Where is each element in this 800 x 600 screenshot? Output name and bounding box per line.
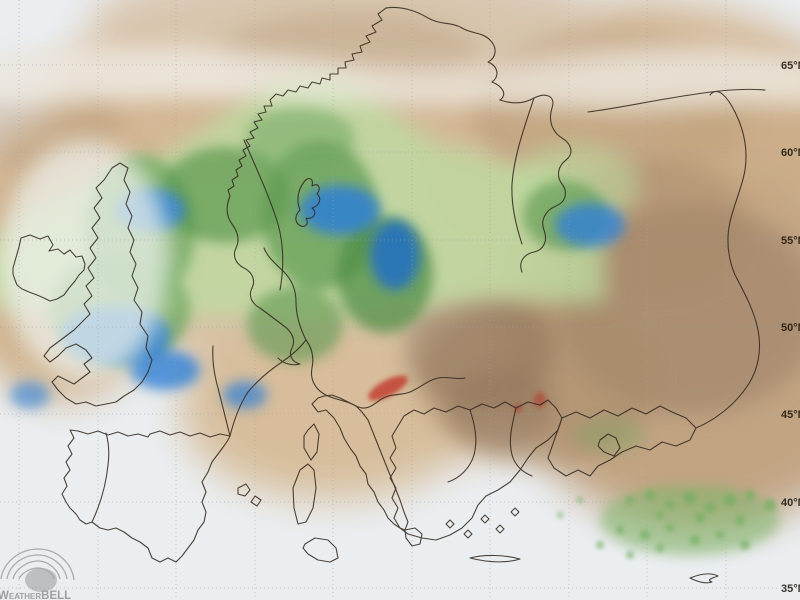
svg-text:65°N: 65°N [781, 60, 800, 72]
svg-text:45°N: 45°N [781, 409, 800, 421]
svg-text:60°N: 60°N [781, 147, 800, 159]
svg-text:55°N: 55°N [781, 235, 800, 247]
svg-text:WEATHERBELL: WEATHERBELL [0, 590, 71, 600]
svg-text:40°N: 40°N [781, 497, 800, 509]
svg-text:35°N: 35°N [781, 583, 800, 595]
svg-text:50°N: 50°N [781, 322, 800, 334]
